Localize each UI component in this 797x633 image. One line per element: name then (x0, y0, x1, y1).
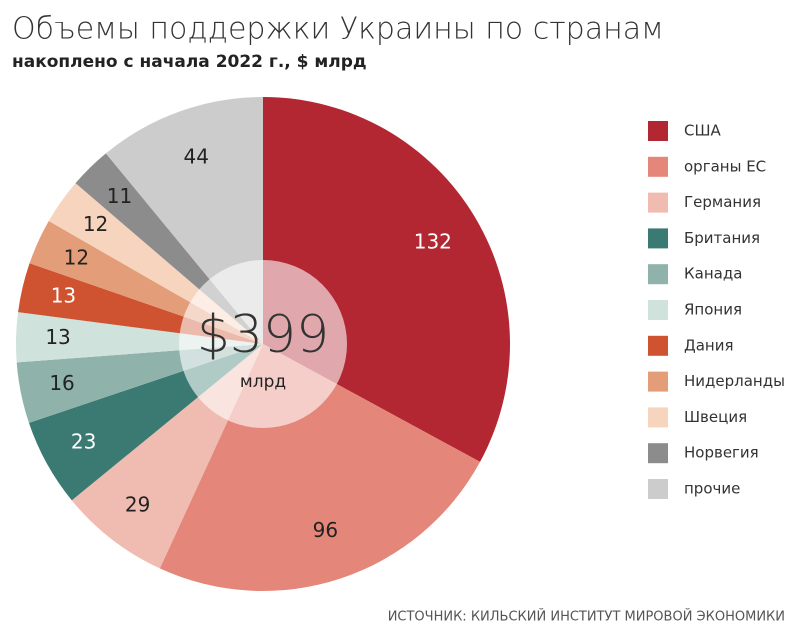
data-label: 13 (45, 325, 70, 349)
source: ИСТОЧНИК: КИЛЬСКИЙ ИНСТИТУТ МИРОВОЙ ЭКОН… (388, 609, 785, 625)
center-circle (179, 260, 347, 428)
legend-swatch (648, 156, 668, 177)
data-label: 12 (64, 246, 89, 270)
legend-swatch (648, 407, 668, 428)
legend-label: Германия (684, 193, 761, 211)
legend-swatch (648, 121, 668, 141)
legend-label: Нидерланды (684, 372, 785, 390)
data-label: 23 (71, 430, 96, 454)
legend-swatch (648, 335, 668, 356)
legend-label: органы ЕС (684, 157, 766, 175)
legend-swatch (648, 443, 668, 464)
data-label: 29 (125, 493, 150, 517)
legend-label: прочие (684, 480, 740, 498)
legend-label: Дания (684, 336, 734, 354)
center-label: $399 (197, 305, 329, 365)
data-label: 132 (414, 229, 452, 253)
legend-label: Япония (684, 301, 742, 319)
chart-subtitle: накоплено с начала 2022 г., $ млрд (12, 52, 367, 72)
data-label: 16 (49, 371, 74, 395)
legend-label: Канада (684, 265, 742, 283)
chart-title: Объемы поддержки Украины по странам (12, 12, 664, 47)
data-label: 11 (107, 184, 132, 208)
pie-slice (16, 312, 263, 363)
legend-swatch (648, 479, 668, 499)
center-sublabel: млрд (240, 372, 286, 392)
legend-swatch (648, 192, 668, 213)
data-label: 44 (183, 145, 208, 169)
legend-swatch (648, 371, 668, 392)
legend-swatch (648, 264, 668, 285)
pie: 132 96 29 23 16 13 13 12 12 11 44 $399 млрд (16, 97, 510, 592)
legend-label: США (684, 122, 722, 140)
data-label: 96 (313, 518, 338, 542)
legend-label: Швеция (684, 408, 747, 426)
legend-label: Норвегия (684, 444, 759, 462)
legend-swatch (648, 300, 668, 320)
legend: США органы ЕС Германия Британия Канада Япония… (648, 121, 785, 499)
data-label: 12 (83, 212, 108, 236)
legend-label: Британия (684, 229, 760, 247)
data-label: 13 (51, 284, 76, 308)
legend-swatch (648, 228, 668, 249)
